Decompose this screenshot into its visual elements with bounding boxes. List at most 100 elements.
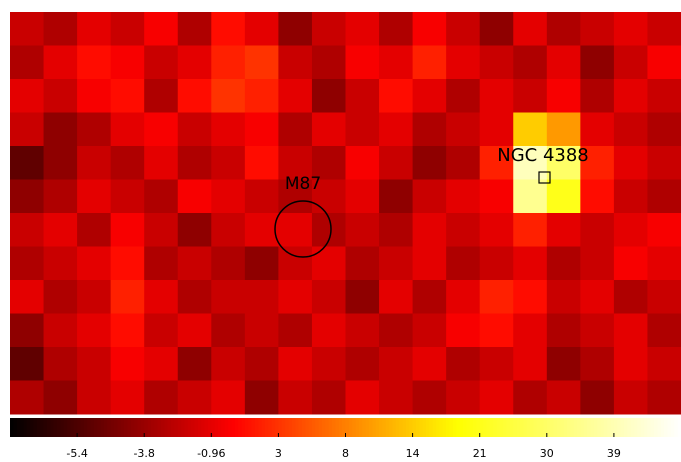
pixel bbox=[580, 79, 615, 113]
pixel bbox=[43, 380, 78, 415]
pixel bbox=[613, 12, 648, 46]
colorbar-segment bbox=[275, 418, 279, 437]
colorbar-segment bbox=[248, 418, 253, 437]
colorbar-segment bbox=[221, 418, 226, 437]
pixel bbox=[513, 280, 548, 314]
colorbar-tick-label: -0.96 bbox=[197, 447, 225, 460]
colorbar-segment bbox=[422, 418, 427, 437]
pixel bbox=[647, 213, 681, 247]
pixel bbox=[647, 280, 681, 314]
pixel bbox=[244, 313, 279, 348]
pixel bbox=[513, 45, 548, 80]
pixel bbox=[311, 380, 346, 415]
pixel bbox=[278, 213, 313, 247]
colorbar-segment bbox=[462, 418, 467, 437]
colorbar-segment bbox=[318, 418, 323, 437]
colorbar-segment bbox=[288, 418, 293, 437]
pixel bbox=[580, 313, 615, 348]
colorbar-segment bbox=[26, 418, 31, 437]
colorbar-segment bbox=[261, 418, 266, 437]
pixel bbox=[446, 280, 481, 314]
pixel bbox=[412, 179, 447, 214]
pixel bbox=[10, 213, 45, 247]
pixel bbox=[446, 112, 481, 147]
colorbar-segment bbox=[167, 418, 172, 437]
colorbar-segment bbox=[268, 418, 273, 437]
pixel bbox=[513, 146, 548, 180]
pixel bbox=[647, 313, 681, 348]
colorbar-tick-label: 3 bbox=[275, 447, 282, 460]
colorbar-segment bbox=[379, 418, 383, 437]
pixel bbox=[546, 179, 581, 214]
colorbar-segment bbox=[218, 418, 222, 437]
pixel bbox=[244, 79, 279, 113]
pixel bbox=[613, 347, 648, 381]
pixel bbox=[211, 12, 246, 46]
colorbar-tick-label: 14 bbox=[406, 447, 420, 460]
colorbar-segment bbox=[402, 418, 407, 437]
colorbar-segment bbox=[647, 418, 652, 437]
pixel bbox=[278, 12, 313, 46]
pixel bbox=[10, 280, 45, 314]
pixel bbox=[77, 79, 112, 113]
pixel bbox=[144, 179, 179, 214]
pixel bbox=[580, 12, 615, 46]
colorbar-segment bbox=[20, 418, 24, 437]
pixel bbox=[513, 12, 548, 46]
pixel bbox=[144, 380, 179, 415]
colorbar-segment bbox=[322, 418, 326, 437]
colorbar-segment bbox=[16, 418, 21, 437]
pixel bbox=[43, 347, 78, 381]
colorbar-segment bbox=[583, 418, 588, 437]
pixel bbox=[144, 347, 179, 381]
pixel bbox=[345, 280, 380, 314]
pixel bbox=[144, 280, 179, 314]
pixel bbox=[379, 79, 414, 113]
pixel bbox=[278, 112, 313, 147]
pixel bbox=[446, 246, 481, 281]
colorbar-segment bbox=[674, 418, 679, 437]
colorbar-segment bbox=[251, 418, 256, 437]
colorbar-segment bbox=[436, 418, 440, 437]
colorbar-segment bbox=[556, 418, 561, 437]
colorbar-segment bbox=[355, 418, 360, 437]
colorbar-segment bbox=[489, 418, 494, 437]
pixel bbox=[211, 179, 246, 214]
colorbar-segment bbox=[281, 418, 286, 437]
colorbar-segment bbox=[365, 418, 370, 437]
colorbar-segment bbox=[187, 418, 192, 437]
pixel bbox=[211, 112, 246, 147]
pixel bbox=[244, 45, 279, 80]
colorbar-segment bbox=[254, 418, 259, 437]
pixel bbox=[613, 146, 648, 180]
colorbar-segment bbox=[570, 418, 575, 437]
pixel bbox=[345, 313, 380, 348]
pixel bbox=[144, 313, 179, 348]
pixel bbox=[379, 146, 414, 180]
pixel bbox=[412, 313, 447, 348]
colorbar-segment bbox=[184, 418, 189, 437]
colorbar-segment bbox=[244, 418, 249, 437]
colorbar-segment bbox=[415, 418, 420, 437]
pixel bbox=[345, 12, 380, 46]
pixel bbox=[546, 112, 581, 147]
pixel bbox=[546, 246, 581, 281]
pixel bbox=[412, 146, 447, 180]
pixel bbox=[479, 246, 514, 281]
colorbar-segment bbox=[308, 418, 313, 437]
colorbar-segment bbox=[456, 418, 461, 437]
colorbar-segment bbox=[516, 418, 521, 437]
pixel bbox=[546, 213, 581, 247]
colorbar-segment bbox=[540, 418, 544, 437]
pixel bbox=[10, 347, 45, 381]
pixel bbox=[110, 213, 145, 247]
colorbar-segment bbox=[362, 418, 367, 437]
colorbar-segment bbox=[335, 418, 340, 437]
pixel bbox=[345, 213, 380, 247]
colorbar-segment bbox=[429, 418, 434, 437]
annotation: M87 bbox=[285, 174, 321, 194]
colorbar-segment bbox=[650, 418, 655, 437]
pixel bbox=[144, 146, 179, 180]
pixel bbox=[379, 246, 414, 281]
